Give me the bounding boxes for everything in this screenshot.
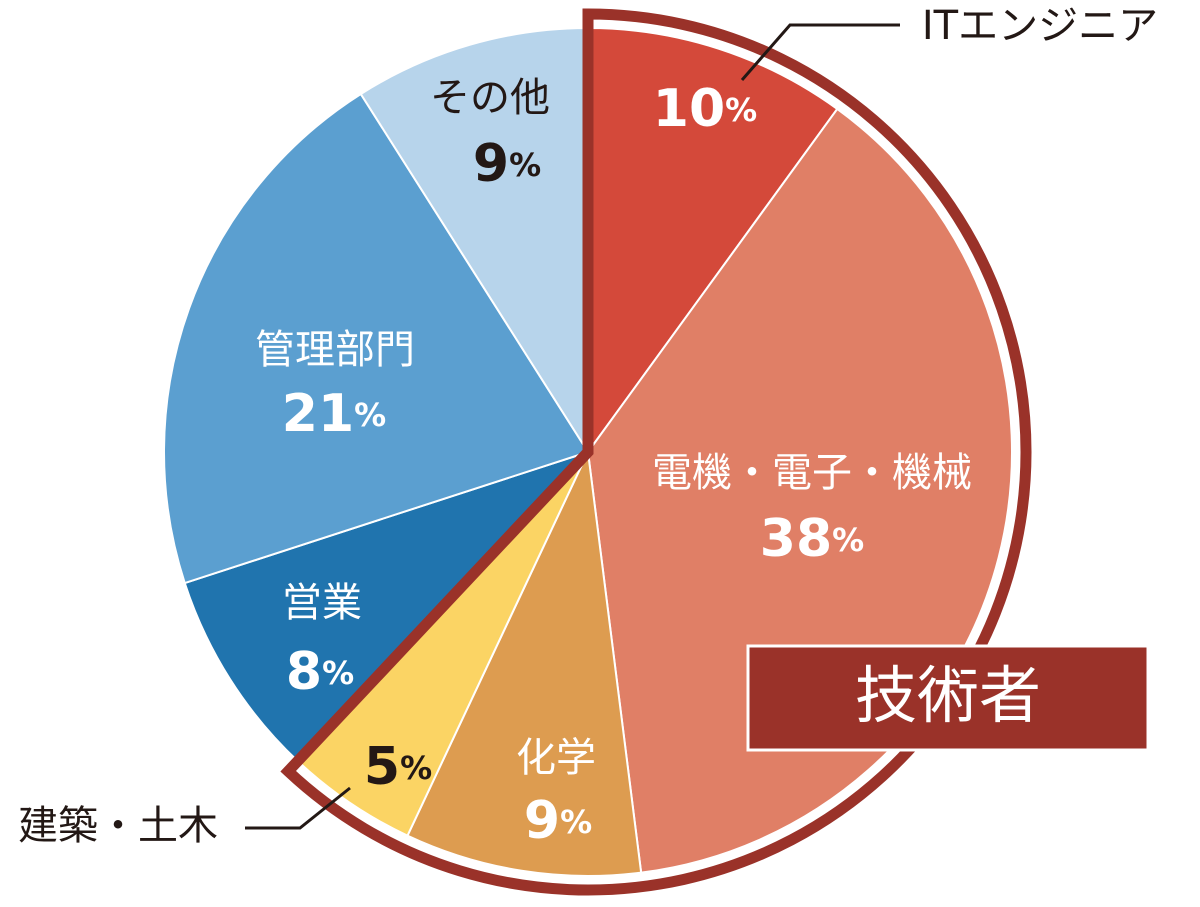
- slice-label: 電機・電子・機械: [652, 450, 972, 496]
- highlight-outline: [280, 8, 1032, 896]
- pie-slice: [183, 451, 589, 763]
- value-label: 10%: [653, 79, 757, 139]
- value-label: 9%: [473, 134, 541, 194]
- slice-label: その他: [430, 75, 550, 121]
- leader-line: [245, 786, 351, 830]
- pie-slice: [359, 26, 589, 456]
- slice-label: 建築・土木: [18, 803, 218, 849]
- value-label: 5%: [364, 737, 432, 797]
- highlight-label: 技術者: [855, 659, 1041, 732]
- pie-slice: [163, 92, 590, 585]
- slice-label: 管理部門: [255, 327, 415, 373]
- slice-label: ITエンジニア: [922, 3, 1158, 49]
- highlight-box: [746, 644, 1150, 752]
- value-label: 38%: [760, 509, 864, 569]
- value-label: 8%: [286, 642, 354, 702]
- pie-slice: [406, 448, 643, 877]
- slice-label: 営業: [282, 580, 362, 626]
- leader-line: [740, 23, 900, 81]
- pie-slice: [587, 26, 839, 456]
- value-label: 21%: [282, 384, 386, 444]
- value-label: 9%: [524, 791, 592, 851]
- slice-label: 化学: [516, 735, 596, 781]
